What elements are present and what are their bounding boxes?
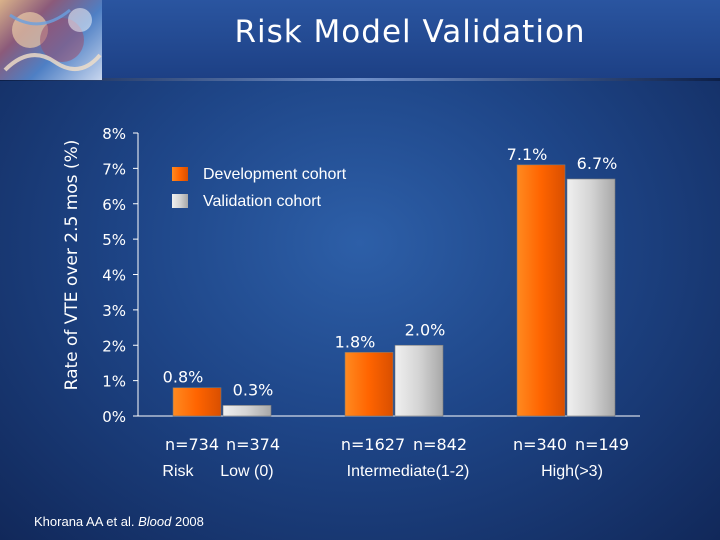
bar-development <box>344 352 394 417</box>
value-label-validation: 6.7% <box>577 154 618 173</box>
citation-journal: Blood <box>138 514 172 529</box>
page-title: Risk Model Validation <box>234 14 586 50</box>
citation-year: 2008 <box>174 514 204 529</box>
n-label: n=340 <box>513 435 567 454</box>
n-label: n=149 <box>575 435 629 454</box>
bar-development <box>516 164 566 417</box>
n-label: n=1627 <box>341 435 405 454</box>
legend-label-validation: Validation cohort <box>203 193 321 210</box>
y-tick-label: 8% <box>102 125 126 143</box>
header-rule <box>0 78 720 81</box>
category-label: Risk Low (0) <box>162 463 273 480</box>
y-tick-label: 1% <box>102 373 126 391</box>
value-label-development: 1.8% <box>335 332 376 351</box>
y-tick-label: 5% <box>102 231 126 249</box>
bar-validation <box>222 405 272 417</box>
y-tick-label: 3% <box>102 302 126 320</box>
logo-image <box>0 0 102 80</box>
legend-swatch-development <box>172 167 188 181</box>
y-tick-label: 7% <box>102 160 126 178</box>
y-tick-label: 6% <box>102 196 126 214</box>
y-tick-label: 2% <box>102 337 126 355</box>
value-label-validation: 0.3% <box>233 380 274 399</box>
y-tick-label: 0% <box>102 408 126 426</box>
legend-swatch-validation <box>172 194 188 208</box>
value-label-validation: 2.0% <box>405 320 446 339</box>
n-label: n=734 <box>165 435 219 454</box>
category-label: Intermediate(1-2) <box>347 463 470 480</box>
n-label: n=842 <box>413 435 467 454</box>
category-label: High(>3) <box>541 463 603 480</box>
header-band <box>0 0 720 78</box>
bar-development <box>172 387 222 417</box>
y-tick-label: 4% <box>102 267 126 285</box>
n-label: n=374 <box>226 435 280 454</box>
value-label-development: 7.1% <box>507 145 548 164</box>
value-label-development: 0.8% <box>163 368 204 387</box>
bar-validation <box>394 344 444 417</box>
legend-label-development: Development cohort <box>203 166 347 183</box>
citation-authors: Khorana AA et al. <box>34 514 135 529</box>
citation: Khorana AA et al. Blood 2008 <box>34 514 204 529</box>
bar-validation <box>566 178 616 417</box>
